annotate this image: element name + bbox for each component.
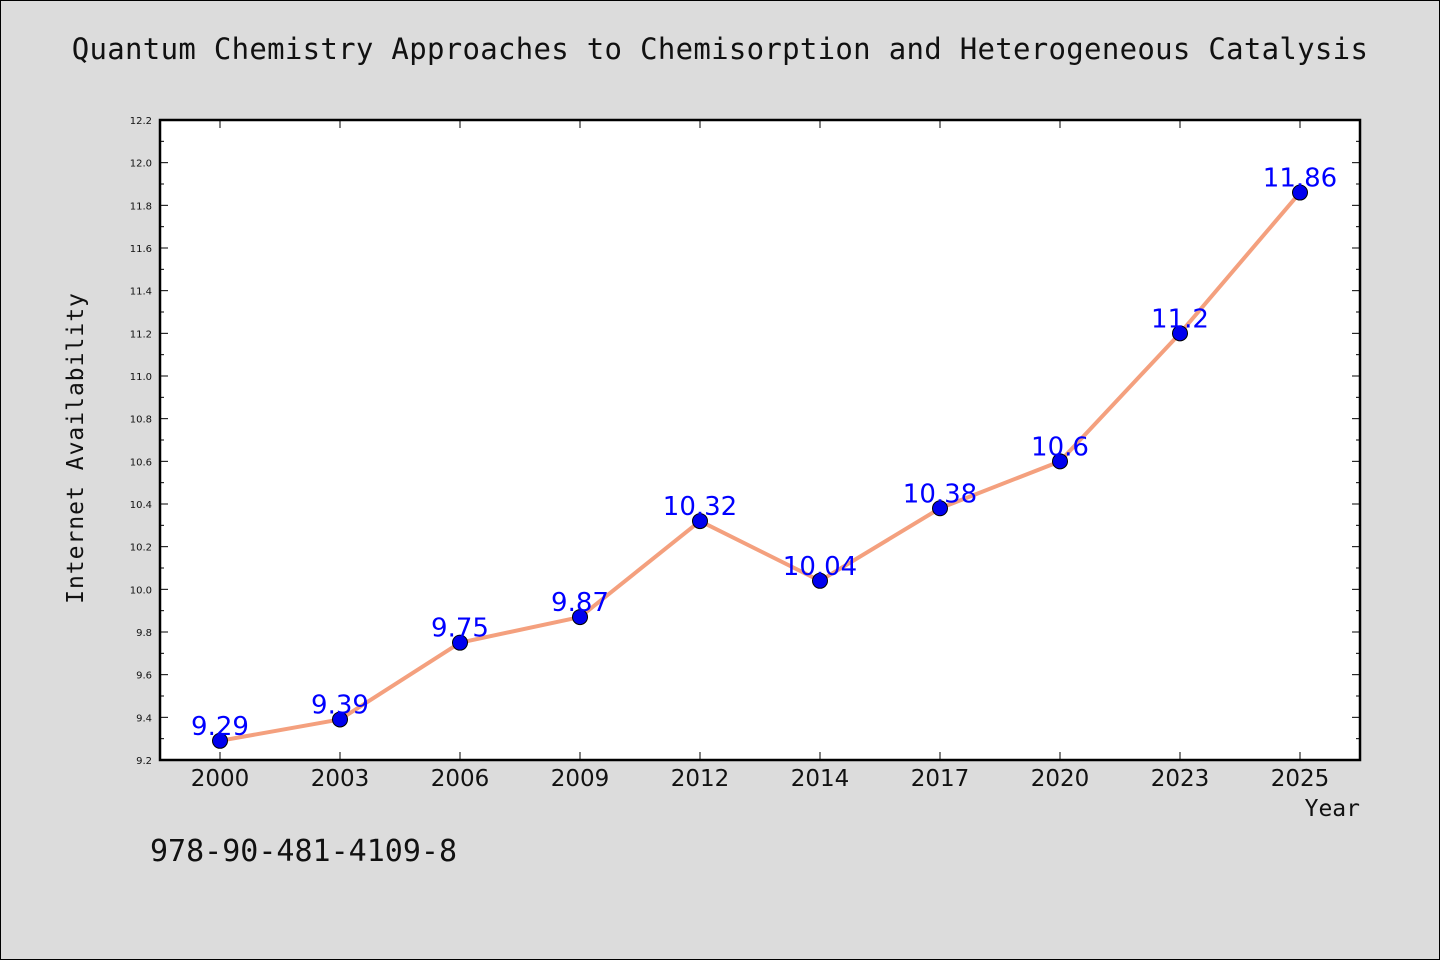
plot-area <box>160 120 1360 760</box>
plot-border <box>158 118 1362 762</box>
data-point <box>812 572 828 589</box>
isbn-text: 978-90-481-4109-8 <box>150 834 458 869</box>
y-tick-label: 12.0 <box>130 159 152 170</box>
data-label: 9.29 <box>191 712 249 742</box>
y-tick-label: 9.4 <box>136 713 152 724</box>
data-point <box>932 500 948 517</box>
x-tick-label: 2003 <box>311 766 370 792</box>
x-tick-label: 2000 <box>191 766 250 792</box>
data-point <box>452 634 468 651</box>
y-tick-label: 10.0 <box>130 585 152 596</box>
data-label: 9.75 <box>431 614 489 644</box>
y-tick-label: 10.2 <box>130 543 152 554</box>
x-tick-label: 2025 <box>1271 766 1330 792</box>
data-label: 11.2 <box>1151 304 1209 334</box>
y-tick-label: 9.8 <box>136 628 152 639</box>
y-tick-label: 10.6 <box>130 457 152 468</box>
data-point <box>1292 184 1308 201</box>
data-point <box>692 513 708 530</box>
data-label: 11.86 <box>1263 164 1337 194</box>
x-tick-label: 2017 <box>911 766 970 792</box>
y-tick-label: 11.8 <box>130 201 152 212</box>
y-tick-label: 11.2 <box>130 329 152 340</box>
x-tick-label: 2012 <box>671 766 730 792</box>
y-tick-label: 9.2 <box>136 756 152 767</box>
data-point <box>1052 453 1068 470</box>
y-tick-label: 11.4 <box>130 287 152 298</box>
data-label: 9.87 <box>551 588 609 618</box>
x-tick-label: 2006 <box>431 766 490 792</box>
y-tick-label: 10.4 <box>130 500 152 511</box>
data-label: 9.39 <box>311 690 369 720</box>
x-tick-label: 2009 <box>551 766 610 792</box>
data-point <box>212 732 228 749</box>
y-tick-label: 11.6 <box>130 244 152 255</box>
data-point <box>332 711 348 728</box>
data-label: 10.38 <box>903 479 977 509</box>
x-axis-label: Year <box>1304 796 1360 822</box>
data-label: 10.04 <box>783 552 857 582</box>
data-label: 10.32 <box>663 492 737 522</box>
data-point <box>572 609 588 626</box>
data-label: 10.6 <box>1031 432 1089 462</box>
y-tick-label: 10.8 <box>130 415 152 426</box>
x-tick-label: 2014 <box>791 766 850 792</box>
y-tick-label: 12.2 <box>130 116 152 127</box>
data-point <box>1172 325 1188 342</box>
y-tick-label: 11.0 <box>130 372 152 383</box>
y-tick-label: 9.6 <box>136 671 152 682</box>
series-line <box>218 190 1302 743</box>
x-tick-label: 2023 <box>1151 766 1210 792</box>
chart-title: Quantum Chemistry Approaches to Chemisor… <box>71 32 1369 66</box>
x-tick-label: 2020 <box>1031 766 1090 792</box>
